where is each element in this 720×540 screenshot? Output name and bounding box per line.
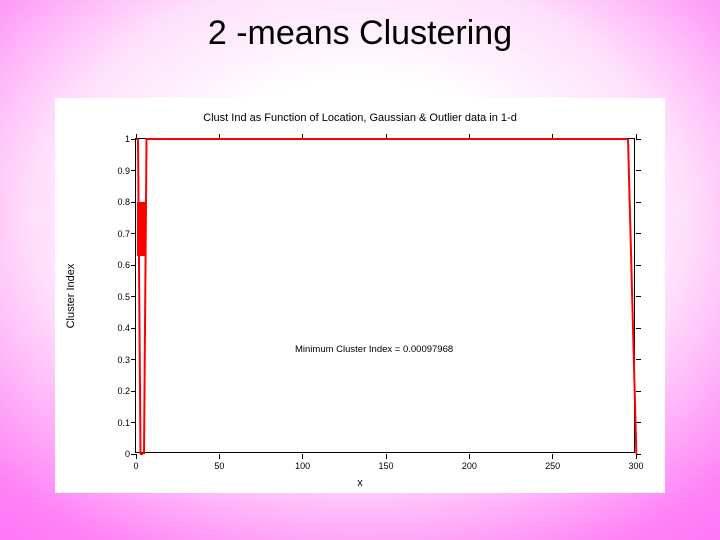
y-tick bbox=[131, 265, 136, 266]
x-tick bbox=[136, 454, 137, 459]
y-tick bbox=[131, 454, 136, 455]
y-tick bbox=[636, 170, 641, 171]
y-tick-label: 0.5 bbox=[106, 292, 130, 302]
x-tick-label: 300 bbox=[626, 461, 646, 471]
y-tick bbox=[131, 296, 136, 297]
spike-marker bbox=[145, 202, 146, 256]
y-tick-label: 0.3 bbox=[106, 355, 130, 365]
slide: 2 -means Clustering Clust Ind as Functio… bbox=[0, 0, 720, 540]
x-tick bbox=[636, 454, 637, 459]
y-tick-label: 0.8 bbox=[106, 197, 130, 207]
y-tick bbox=[131, 422, 136, 423]
y-tick bbox=[636, 233, 641, 234]
slide-title: 2 -means Clustering bbox=[0, 14, 720, 53]
y-tick bbox=[636, 422, 641, 423]
y-tick-label: 0.2 bbox=[106, 386, 130, 396]
y-tick bbox=[636, 202, 641, 203]
x-tick bbox=[219, 454, 220, 459]
y-tick-label: 1 bbox=[106, 134, 130, 144]
series-line bbox=[137, 139, 141, 454]
series-line bbox=[143, 139, 147, 454]
y-tick bbox=[636, 265, 641, 266]
x-tick bbox=[552, 454, 553, 459]
chart-panel: Clust Ind as Function of Location, Gauss… bbox=[55, 98, 665, 493]
y-axis-label: Cluster Index bbox=[65, 263, 77, 328]
y-tick-label: 0.7 bbox=[106, 229, 130, 239]
x-tick bbox=[386, 454, 387, 459]
y-tick-label: 0.1 bbox=[106, 418, 130, 428]
y-tick bbox=[131, 328, 136, 329]
y-tick bbox=[131, 233, 136, 234]
x-tick-label: 100 bbox=[293, 461, 313, 471]
y-tick bbox=[636, 139, 641, 140]
x-tick-label: 50 bbox=[209, 461, 229, 471]
y-tick bbox=[131, 170, 136, 171]
x-tick bbox=[302, 454, 303, 459]
plot-area: 05010015020025030000.10.20.30.40.50.60.7… bbox=[135, 138, 635, 453]
x-tick bbox=[469, 454, 470, 459]
y-tick bbox=[131, 359, 136, 360]
y-tick bbox=[636, 391, 641, 392]
y-tick bbox=[131, 391, 136, 392]
x-tick-label: 0 bbox=[126, 461, 146, 471]
x-tick-label: 200 bbox=[459, 461, 479, 471]
x-tick-label: 250 bbox=[543, 461, 563, 471]
y-tick-label: 0.4 bbox=[106, 323, 130, 333]
y-tick bbox=[131, 202, 136, 203]
series-line bbox=[146, 138, 628, 140]
x-axis-label: x bbox=[55, 477, 665, 489]
y-tick-label: 0.6 bbox=[106, 260, 130, 270]
y-tick bbox=[636, 359, 641, 360]
y-tick bbox=[636, 296, 641, 297]
x-tick-label: 150 bbox=[376, 461, 396, 471]
y-tick bbox=[636, 328, 641, 329]
chart-annotation: Minimum Cluster Index = 0.00097968 bbox=[295, 344, 453, 355]
y-tick-label: 0.9 bbox=[106, 166, 130, 176]
y-tick-label: 0 bbox=[106, 449, 130, 459]
chart-title: Clust Ind as Function of Location, Gauss… bbox=[55, 112, 665, 124]
